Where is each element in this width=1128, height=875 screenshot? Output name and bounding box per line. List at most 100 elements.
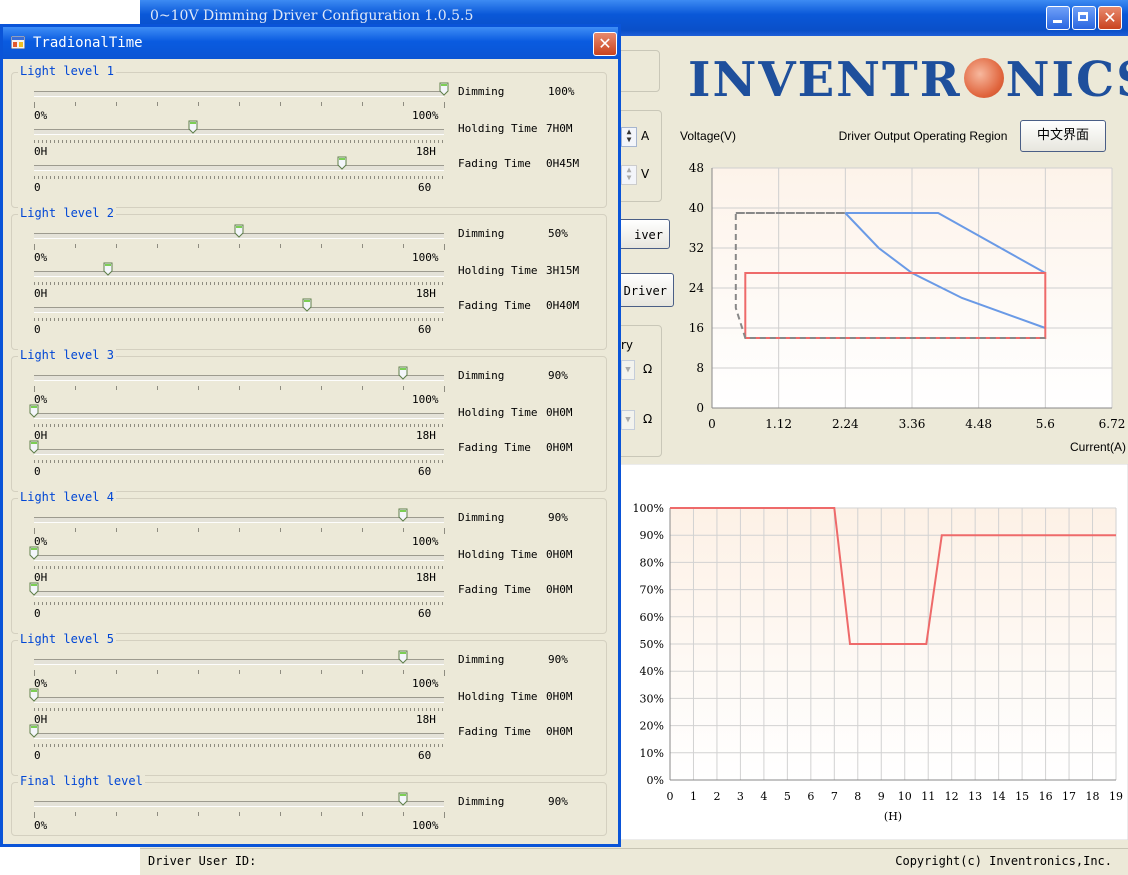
holding-slider-thumb[interactable]: [188, 120, 198, 134]
holding-slider-thumb[interactable]: [29, 688, 39, 702]
read-driver-label: Driver: [623, 284, 667, 298]
chart2-x-tick-label: 1: [690, 790, 697, 803]
tradional-time-titlebar[interactable]: TradionalTime ✕: [3, 27, 618, 59]
fading-slider-track[interactable]: [34, 733, 444, 739]
dimming-value: 90%: [548, 369, 568, 382]
holding-slider-thumb[interactable]: [29, 546, 39, 560]
tick-mark: [362, 244, 363, 248]
tick-mark: [239, 670, 240, 674]
holding-min-label: 0H: [34, 145, 48, 158]
main-close-button[interactable]: ✕: [1098, 6, 1122, 30]
fading-max-label: 60: [418, 749, 432, 762]
status-bar: Driver User ID: Copyright(c) Inventronic…: [140, 848, 1128, 875]
tick-mark: [403, 528, 404, 532]
fading-slider-thumb[interactable]: [337, 156, 347, 170]
chart2-y-tick-label: 50%: [640, 638, 664, 651]
resistor1-dropdown[interactable]: ▼: [621, 360, 635, 380]
dimming-slider-track[interactable]: [34, 517, 444, 523]
tick-mark: [75, 102, 76, 106]
holding-slider-thumb[interactable]: [103, 262, 113, 276]
unit-ohm-2: Ω: [643, 412, 653, 426]
chart2-y-tick-label: 60%: [640, 611, 664, 624]
tick-mark: [157, 670, 158, 674]
light-level-2-group: Light level 2 0% 100% Dimming 50% 0H 18H Holdin…: [11, 206, 607, 350]
close-icon: ✕: [1103, 8, 1117, 27]
holding-slider-track[interactable]: [34, 555, 444, 561]
tick-mark: [362, 386, 363, 390]
maximize-button[interactable]: [1072, 6, 1096, 30]
dimming-slider-track[interactable]: [34, 91, 444, 97]
tick-mark: [280, 528, 281, 532]
dimming-value: 100%: [548, 85, 575, 98]
holding-time-label: Holding Time: [458, 548, 538, 561]
tick-mark: [34, 244, 35, 250]
final-dimming-slider-track[interactable]: [34, 801, 444, 807]
dimming-slider-ticks: [34, 386, 445, 392]
tick-mark: [75, 670, 76, 674]
chart2-x-tick-label: 17: [1062, 790, 1076, 803]
tick-mark: [403, 670, 404, 674]
fading-min-label: 0: [34, 749, 41, 762]
final-dimming-value: 90%: [548, 795, 568, 808]
holding-min-label: 0H: [34, 287, 48, 300]
dimming-slider-thumb[interactable]: [398, 366, 408, 380]
fading-max-label: 60: [418, 465, 432, 478]
fading-slider-thumb[interactable]: [29, 724, 39, 738]
tick-mark: [362, 670, 363, 674]
dimming-slider-track[interactable]: [34, 659, 444, 665]
fading-slider-track[interactable]: [34, 449, 444, 455]
voltage-spinner[interactable]: ▲ ▼: [621, 165, 637, 185]
tick-mark: [444, 244, 445, 250]
tick-mark: [239, 528, 240, 532]
holding-slider-track[interactable]: [34, 697, 444, 703]
holding-slider-thumb[interactable]: [29, 404, 39, 418]
fading-slider-track[interactable]: [34, 307, 444, 313]
fading-min-label: 0: [34, 465, 41, 478]
light-level-title: Light level 5: [18, 632, 116, 646]
chart2-y-tick-label: 30%: [640, 692, 664, 705]
dimming-slider-thumb[interactable]: [398, 650, 408, 664]
chart2-y-tick-label: 90%: [640, 529, 664, 542]
unit-volt: V: [641, 167, 650, 181]
resistor2-dropdown[interactable]: ▼: [621, 410, 635, 430]
holding-slider-track[interactable]: [34, 129, 444, 135]
minimize-icon: [1053, 20, 1062, 23]
chart2-y-tick-label: 0%: [647, 774, 664, 787]
chart2-y-tick-label: 70%: [640, 584, 664, 597]
chart2-y-tick-label: 100%: [633, 502, 664, 515]
fading-slider-thumb[interactable]: [302, 298, 312, 312]
chart2-series-0: [670, 507, 1116, 645]
dimming-slider-thumb[interactable]: [234, 224, 244, 238]
dimming-slider-track[interactable]: [34, 375, 444, 381]
light-level-title: Light level 2: [18, 206, 116, 220]
light-level-1-group: Light level 1 0% 100% Dimming 100% 0H 18H Holdi…: [11, 64, 607, 208]
chart2-x-tick-label: 12: [945, 790, 959, 803]
fading-slider-thumb[interactable]: [29, 582, 39, 596]
operating-region-chart: Driver Output Operating Region Voltage(V)…: [680, 129, 1126, 454]
chinese-ui-button[interactable]: 中文界面: [1020, 120, 1106, 152]
fading-slider-track[interactable]: [34, 591, 444, 597]
tradional-time-close-button[interactable]: ✕: [593, 32, 617, 56]
dimming-slider-thumb[interactable]: [398, 508, 408, 522]
final-dimming-slider-thumb[interactable]: [398, 792, 408, 806]
tick-mark: [116, 812, 117, 816]
chevron-down-icon: ▼: [625, 365, 631, 375]
holding-slider-track[interactable]: [34, 271, 444, 277]
chart1-y-tick-label: 0: [696, 401, 704, 415]
chart1-title: Driver Output Operating Region: [839, 129, 1008, 143]
tick-mark: [239, 102, 240, 106]
fading-slider-thumb[interactable]: [29, 440, 39, 454]
chart1-series-3: [734, 212, 1046, 339]
dimming-slider-thumb[interactable]: [439, 82, 449, 96]
final-dimming-max-label: 100%: [412, 819, 439, 832]
holding-slider-track[interactable]: [34, 413, 444, 419]
memory-group-label: ry: [621, 338, 634, 352]
unit-ohm-1: Ω: [643, 362, 653, 376]
fading-slider-track[interactable]: [34, 165, 444, 171]
chart2-x-tick-label: 9: [878, 790, 885, 803]
holding-min-label: 0H: [34, 713, 48, 726]
dimming-min-label: 0%: [34, 535, 48, 548]
dimming-value: 90%: [548, 653, 568, 666]
minimize-button[interactable]: [1046, 6, 1070, 30]
current-spinner[interactable]: ▲ ▼: [621, 127, 637, 147]
